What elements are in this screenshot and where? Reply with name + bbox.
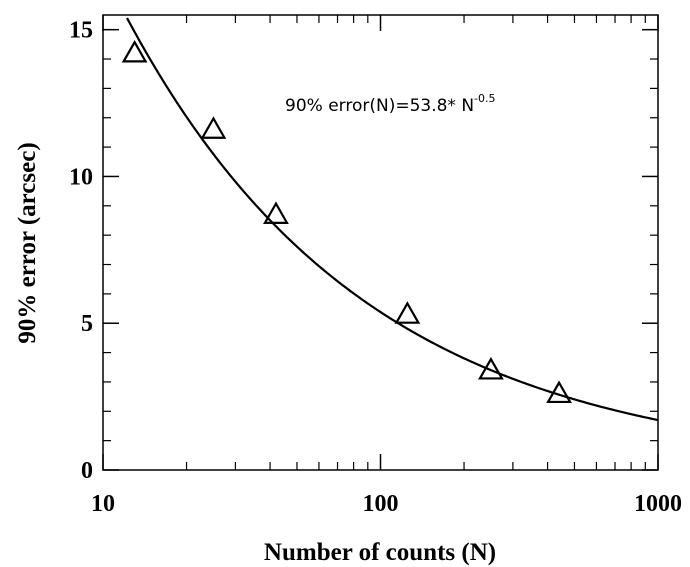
data-point-triangle [263,201,289,224]
y-tick-label: 15 [69,18,93,44]
y-tick-label: 5 [81,311,93,337]
x-tick-label: 1000 [634,491,682,517]
data-point-triangle [121,39,148,63]
fit-curve [126,17,658,422]
x-tick-labels: 10 100 1000 [91,491,682,517]
y-axis-label: 90% error (arcsec) [14,142,41,343]
plot-frame [102,14,659,471]
x-tick-label: 100 [363,491,399,517]
axis-ticks [102,15,659,471]
y-tick-labels: 0 5 10 15 [69,18,93,484]
y-tick-label: 10 [69,164,93,190]
data-point-triangle [546,380,572,404]
x-tick-label: 10 [91,491,115,517]
data-markers [121,39,572,404]
fit-annotation: 90% error(N)=53.8* N-0.5 [285,92,496,116]
data-point-triangle [394,301,421,324]
fit-curve-group [126,17,658,422]
data-point-triangle [478,356,504,380]
data-point-triangle [200,116,227,139]
x-axis-label: Number of counts (N) [264,539,496,566]
y-tick-label: 0 [81,458,93,484]
